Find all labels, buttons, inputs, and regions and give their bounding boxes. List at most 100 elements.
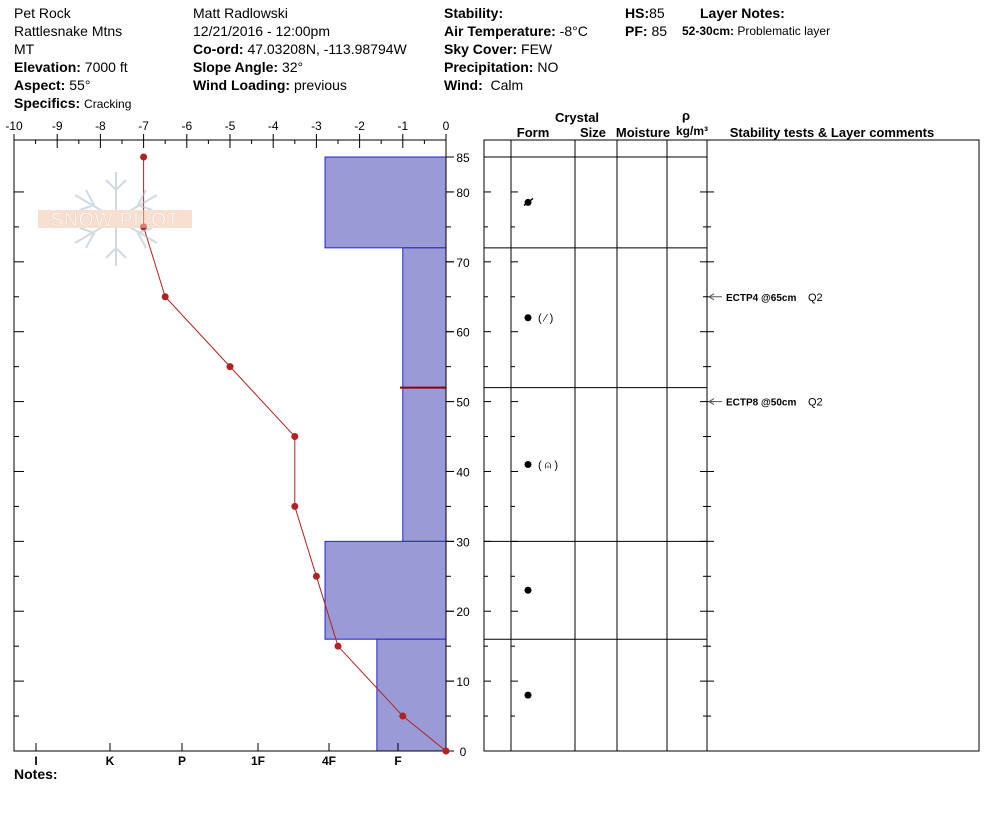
hardness-bar: [324, 540, 447, 640]
temperature-line: [143, 157, 447, 752]
penetration-foot: PF: 85: [625, 22, 667, 40]
wind-loading-value: previous: [293, 77, 347, 93]
temperature-point: [334, 642, 342, 650]
air-temp-label: Air Temperature:: [444, 23, 556, 39]
specifics-label: Specifics:: [14, 95, 81, 111]
stability-header: Stability tests & Layer comments: [730, 125, 934, 140]
pf-value: 85: [651, 23, 668, 39]
layer-notes-text: Problematic layer: [737, 24, 831, 38]
grain-form-symbol: [524, 314, 532, 322]
stability-arrow-head: [708, 398, 715, 406]
depth-tick-label: 30: [456, 535, 470, 549]
temp-tick-label: -2: [354, 119, 365, 133]
stability-label: Stability:: [444, 5, 504, 21]
temperature-point: [140, 153, 148, 161]
temp-tick-label: -7: [138, 119, 149, 133]
wind-loading: Wind Loading: previous: [193, 76, 407, 94]
wind-label: Wind:: [444, 77, 483, 93]
crystal-header: Crystal: [555, 110, 599, 125]
hs-value: 85: [649, 5, 665, 21]
sky-cover: Sky Cover: FEW: [444, 40, 588, 58]
mountain-range: Rattlesnake Mtns: [14, 23, 123, 39]
hardness-label: K: [106, 754, 115, 768]
stability-test-quality: Q2: [808, 292, 823, 304]
coord-label: Co-ord:: [193, 41, 244, 57]
location: Pet Rock: [14, 5, 71, 21]
notes-label: Notes:: [14, 766, 58, 782]
temperature-point: [161, 293, 169, 301]
density-rho-header: ρ: [682, 108, 690, 123]
depth-tick-label: 85: [456, 151, 470, 165]
grain-form-symbol: [524, 691, 532, 699]
snowpilot-logo: SNOW PILOT: [38, 172, 192, 266]
logo-text: SNOW PILOT: [50, 210, 179, 231]
slope-value: 32°: [281, 59, 304, 75]
depth-tick-label: 20: [456, 605, 470, 619]
precipitation: Precipitation: NO: [444, 58, 588, 76]
temp-tick-label: -3: [311, 119, 322, 133]
snow-height: HS:85: [625, 4, 667, 22]
hs-label: HS:: [625, 5, 650, 21]
temp-tick-label: -10: [5, 119, 23, 133]
grain-form-secondary: ( ⁄ ): [538, 313, 553, 325]
layer-notes-range: 52-30cm:: [682, 24, 735, 38]
slope-label: Slope Angle:: [193, 59, 279, 75]
aspect: Aspect: 55°: [14, 76, 131, 94]
elevation: Elevation: 7000 ft: [14, 58, 131, 76]
air-temperature: Air Temperature: -8°C: [444, 22, 588, 40]
temperature-point: [226, 363, 234, 371]
depth-tick-label: 40: [456, 465, 470, 479]
hardness-label: 4F: [322, 754, 336, 768]
depth-tick-label: 70: [456, 256, 470, 270]
temp-tick-label: 0: [443, 119, 450, 133]
depth-tick-label: 10: [456, 675, 470, 689]
temperature-point: [442, 747, 450, 755]
temp-tick-label: -6: [181, 119, 192, 133]
stability-test-label: ECTP8 @50cm: [726, 398, 796, 409]
air-temp-value: -8°C: [559, 23, 588, 39]
temperature-point: [399, 712, 407, 720]
temperature-point: [291, 502, 299, 510]
stability-test-label: ECTP4 @65cm: [726, 293, 796, 304]
slope-angle: Slope Angle: 32°: [193, 58, 407, 76]
depth-tick-label: 50: [456, 396, 470, 410]
precip-value: NO: [537, 59, 559, 75]
specifics: Specifics: Cracking: [14, 94, 131, 113]
elevation-label: Elevation:: [14, 59, 81, 75]
grain-form-secondary: ( ⍝ ): [538, 459, 558, 471]
logo-band: [38, 210, 192, 228]
elevation-value: 7000 ft: [84, 59, 128, 75]
aspect-label: Aspect:: [14, 77, 66, 93]
wind: Wind: Calm: [444, 76, 588, 94]
sky-value: FEW: [521, 41, 553, 57]
hardness-bar: [376, 638, 447, 752]
specifics-value: Cracking: [84, 97, 132, 111]
grain-form-symbol: [524, 460, 532, 468]
coordinates: Co-ord: 47.03208N, -113.98794W: [193, 40, 407, 58]
temp-tick-label: -5: [225, 119, 236, 133]
temp-tick-label: -1: [397, 119, 408, 133]
grain-form-mark: [523, 197, 534, 207]
hardness-label: I: [34, 754, 37, 768]
hardness-label: F: [394, 754, 401, 768]
temperature-hardness-plot: -10 -9 -8 -7 -6 -5 -4 -3 -2 -1 0010203040506070808…: [5, 119, 470, 768]
size-header: Size: [580, 125, 606, 140]
hardness-bar: [324, 156, 447, 249]
hardness-label: P: [178, 754, 186, 768]
precip-label: Precipitation:: [444, 59, 534, 75]
wind-loading-label: Wind Loading:: [193, 77, 291, 93]
temp-tick-label: -4: [268, 119, 279, 133]
grain-form-symbol: [524, 586, 532, 594]
moisture-header: Moisture: [616, 125, 670, 140]
layer-table: ( ⁄ ) ( ⍝ ) ECTP4 @65cm Q2 ECTP8 @50cm Q2: [483, 139, 980, 752]
observer-name: Matt Radlowski: [193, 5, 288, 21]
state: MT: [14, 41, 35, 57]
stability-arrow-head: [708, 293, 715, 301]
wind-value: Calm: [490, 77, 524, 93]
temp-tick-label: -8: [95, 119, 106, 133]
depth-tick-label: 0: [460, 745, 467, 759]
coord-value: 47.03208N, -113.98794W: [247, 41, 407, 57]
temp-tick-label: -9: [52, 119, 63, 133]
stability: Stability:: [444, 4, 588, 22]
